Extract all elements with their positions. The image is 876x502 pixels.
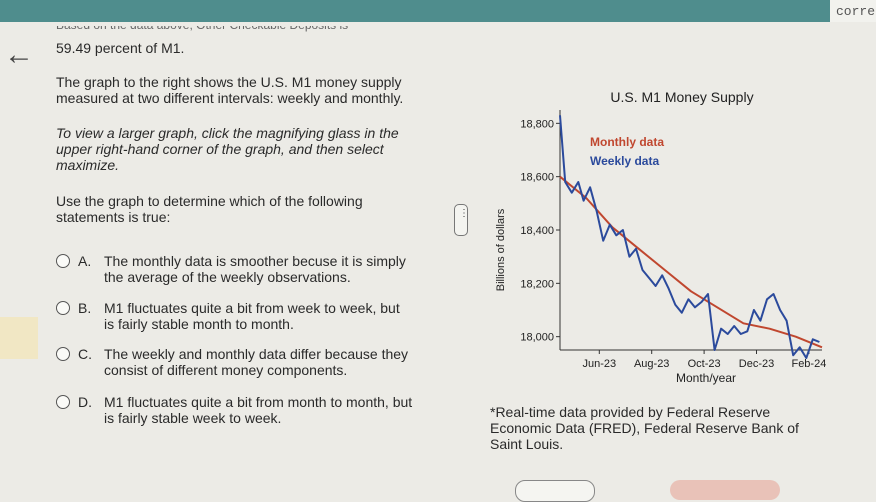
intro-line-2: measured at two different intervals: wee… — [56, 90, 404, 106]
option-b-line-2: is fairly stable month to month. — [104, 316, 294, 332]
y-axis-label: Billions of dollars — [495, 208, 507, 291]
footnote-line-2: Economic Data (FRED), Federal Reserve Ba… — [490, 420, 799, 436]
handle-dots-icon: ⋮ — [459, 208, 469, 219]
option-d-radio[interactable] — [56, 395, 70, 409]
instructions-line-2: upper right-hand corner of the graph, an… — [56, 141, 384, 157]
left-side-tab — [0, 317, 38, 359]
weekly-series-line — [559, 115, 820, 359]
intro-paragraph: The graph to the right shows the U.S. M1… — [56, 74, 403, 106]
y-tick-label: 18,800 — [520, 118, 554, 130]
instructions-paragraph: To view a larger graph, click the magnif… — [56, 125, 399, 173]
option-c-line-2: consist of different money components. — [104, 362, 348, 378]
bottom-button-right[interactable] — [670, 480, 780, 500]
option-a-line-1: The monthly data is smoother becuse it i… — [104, 253, 406, 269]
x-tick-label: Feb-24 — [791, 358, 826, 370]
bottom-button-left[interactable] — [515, 480, 595, 502]
x-tick-label: Aug-23 — [634, 358, 669, 370]
prompt-line-1: Use the graph to determine which of the … — [56, 193, 363, 209]
option-a-line-2: the average of the weekly observations. — [104, 269, 351, 285]
panel-divider-handle[interactable]: ⋮ — [454, 204, 469, 236]
prompt-paragraph: Use the graph to determine which of the … — [56, 193, 363, 225]
option-d-text: M1 fluctuates quite a bit from month to … — [104, 394, 434, 426]
option-a-letter: A. — [78, 253, 92, 269]
option-a-text: The monthly data is smoother becuse it i… — [104, 253, 434, 285]
y-tick-label: 18,400 — [520, 225, 554, 237]
footnote-line-3: Saint Louis. — [490, 436, 564, 452]
y-tick-label: 18,600 — [520, 172, 554, 184]
option-b-radio[interactable] — [56, 301, 70, 315]
option-d-letter: D. — [78, 394, 92, 410]
top-bar — [0, 0, 876, 22]
legend-weekly: Weekly data — [590, 154, 659, 168]
option-b-line-1: M1 fluctuates quite a bit from week to w… — [104, 300, 400, 316]
x-tick-label: Oct-23 — [688, 358, 721, 370]
cutoff-text: Based on the data above, Other Checkable… — [56, 22, 349, 32]
chart-title: U.S. M1 Money Supply — [610, 89, 753, 105]
top-right-panel: corre — [830, 0, 876, 22]
option-c-radio[interactable] — [56, 347, 70, 361]
option-c-text: The weekly and monthly data differ becau… — [104, 346, 434, 378]
percent-line: 59.49 percent of M1. — [56, 40, 185, 56]
m1-chart-svg: U.S. M1 Money Supply 18,000 18,200 18,400 18… — [495, 89, 826, 385]
corner-label: corre — [836, 4, 876, 19]
option-a-radio[interactable] — [56, 254, 70, 268]
option-c-line-1: The weekly and monthly data differ becau… — [104, 346, 409, 362]
option-d-line-1: M1 fluctuates quite a bit from month to … — [104, 394, 413, 410]
y-tick-label: 18,200 — [520, 278, 554, 290]
monthly-series-line — [559, 175, 823, 349]
option-b-text: M1 fluctuates quite a bit from week to w… — [104, 300, 434, 332]
x-axis-label: Month/year — [676, 371, 736, 385]
prompt-line-2: statements is true: — [56, 209, 171, 225]
option-c-letter: C. — [78, 346, 92, 362]
x-tick-label: Dec-23 — [739, 358, 774, 370]
instructions-line-1: To view a larger graph, click the magnif… — [56, 125, 399, 141]
legend-monthly: Monthly data — [590, 135, 664, 149]
x-tick-label: Jun-23 — [582, 358, 616, 370]
m1-chart: U.S. M1 Money Supply 18,000 18,200 18,400 18… — [486, 80, 826, 390]
intro-line-1: The graph to the right shows the U.S. M1… — [56, 74, 402, 90]
y-tick-label: 18,000 — [520, 332, 554, 344]
instructions-line-3: maximize. — [56, 157, 120, 173]
back-arrow-icon[interactable]: ← — [4, 38, 34, 71]
option-d-line-2: is fairly stable week to week. — [104, 410, 282, 426]
footnote-line-1: *Real-time data provided by Federal Rese… — [490, 404, 771, 420]
option-b-letter: B. — [78, 300, 92, 316]
footnote: *Real-time data provided by Federal Rese… — [490, 404, 820, 452]
